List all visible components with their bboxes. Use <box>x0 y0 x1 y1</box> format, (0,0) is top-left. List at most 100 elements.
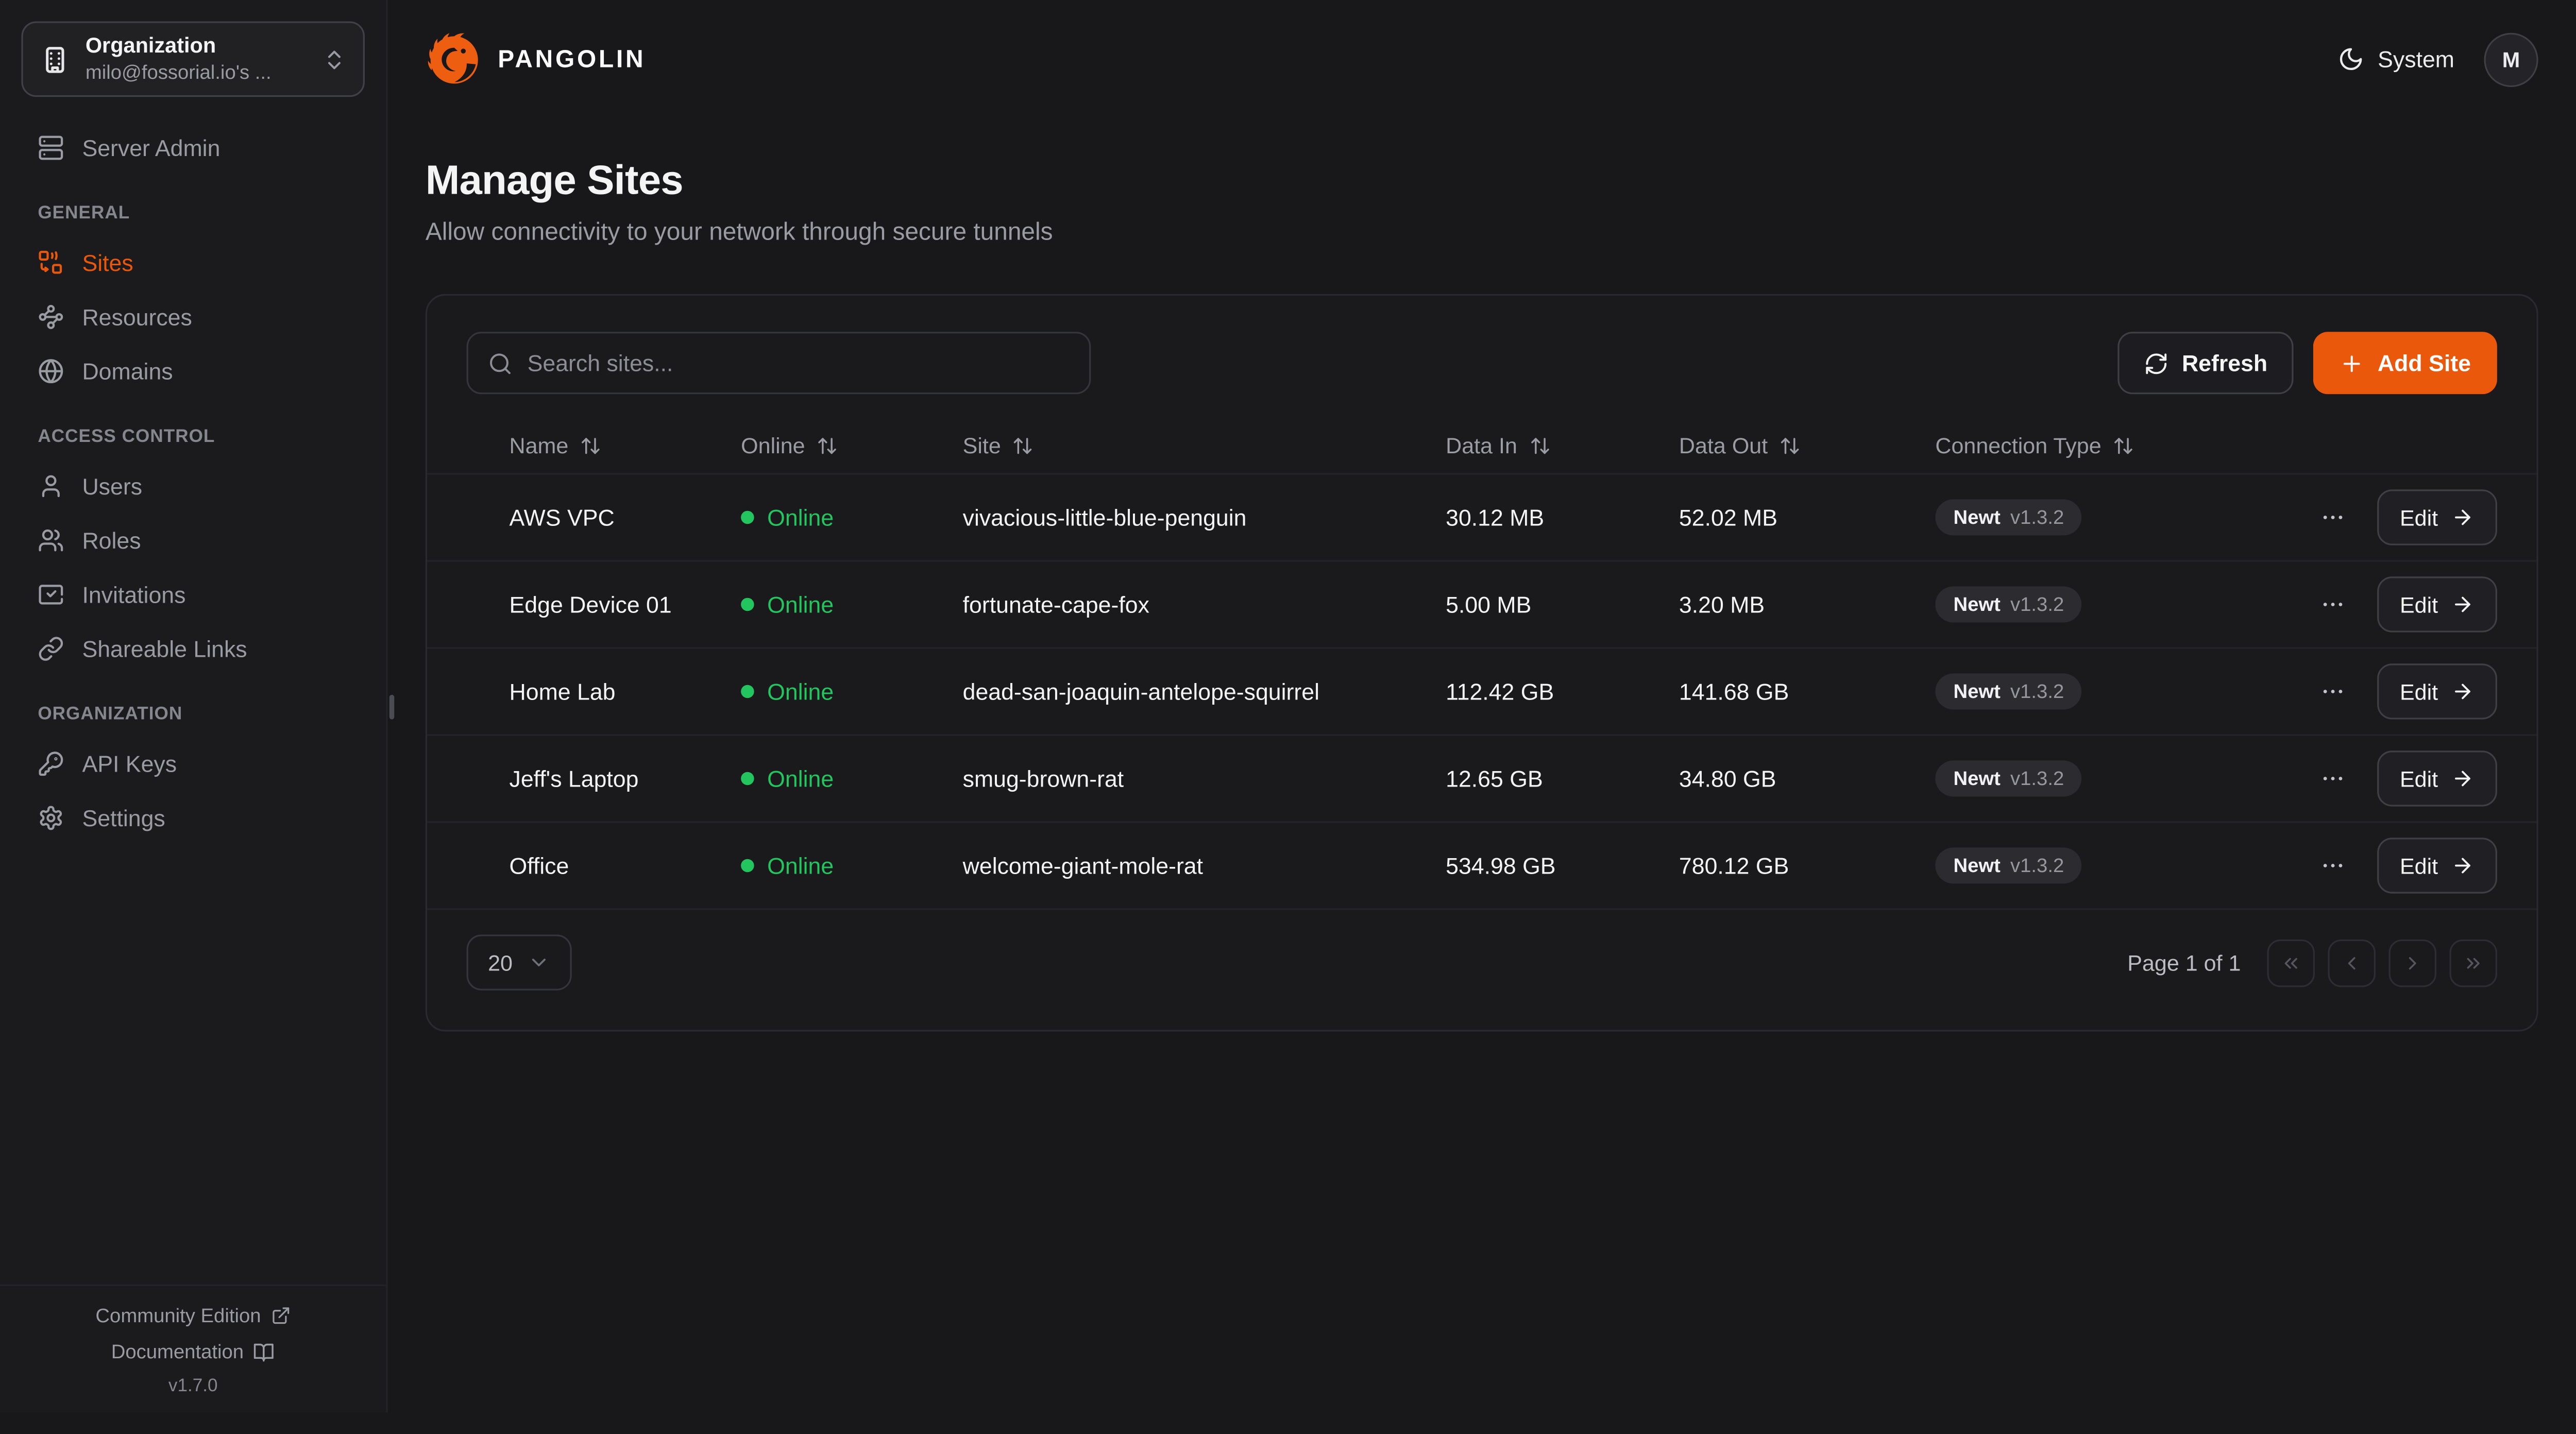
sidebar-item-invitations[interactable]: Invitations <box>21 570 364 618</box>
combine-icon <box>38 249 64 275</box>
arrow-right-icon <box>2451 593 2475 616</box>
edit-button[interactable]: Edit <box>2377 838 2497 894</box>
search-icon <box>488 351 513 375</box>
page-title: Manage Sites <box>425 158 684 204</box>
pangolin-logo-icon <box>426 30 483 88</box>
site-name: Office <box>509 852 569 879</box>
brand-name: PANGOLIN <box>498 45 646 73</box>
status-badge: Online <box>741 504 962 531</box>
refresh-icon <box>2144 351 2169 375</box>
globe-icon <box>38 357 64 384</box>
table-row: Edge Device 01 Online fortunate-cape-fox… <box>427 562 2537 649</box>
online-dot-icon <box>741 598 754 611</box>
link-icon <box>38 635 64 661</box>
site-name: Jeff's Laptop <box>509 765 639 792</box>
page-subtitle: Allow connectivity to your network throu… <box>425 218 1053 247</box>
next-page-button[interactable] <box>2388 938 2436 986</box>
sidebar-item-sites[interactable]: Sites <box>21 238 364 285</box>
sites-card: Refresh Add Site Name Online <box>425 294 2538 1032</box>
arrow-right-icon <box>2451 854 2475 877</box>
org-switcher-value: milo@fossorial.io's ... <box>85 60 272 83</box>
online-dot-icon <box>741 772 754 786</box>
status-badge: Online <box>741 591 962 618</box>
sort-icon <box>580 435 601 456</box>
waypoints-icon <box>38 303 64 329</box>
card-toolbar: Refresh Add Site <box>466 332 2497 395</box>
sidebar-item-users[interactable]: Users <box>21 462 364 509</box>
table-row: Home Lab Online dead-san-joaquin-antelop… <box>427 649 2537 736</box>
documentation-link[interactable]: Documentation <box>16 1340 370 1363</box>
sidebar-item-label: Sites <box>82 249 133 276</box>
brand-logo[interactable]: PANGOLIN <box>426 30 646 88</box>
sidebar-item-label: Settings <box>82 804 165 830</box>
edit-button[interactable]: Edit <box>2377 576 2497 633</box>
connection-type-badge: Newt v1.3.2 <box>1935 499 2082 536</box>
search-input[interactable] <box>527 350 1070 377</box>
user-icon <box>38 472 64 499</box>
sidebar-item-domains[interactable]: Domains <box>21 347 364 394</box>
sidebar-item-label: Server Admin <box>82 133 221 160</box>
row-menu-button[interactable] <box>2313 498 2352 537</box>
site-name: Home Lab <box>509 678 616 705</box>
data-in: 30.12 MB <box>1446 504 1545 531</box>
edit-button[interactable]: Edit <box>2377 750 2497 807</box>
sort-icon <box>2113 435 2134 456</box>
site-slug: vivacious-little-blue-penguin <box>962 504 1247 531</box>
connection-type-badge: Newt v1.3.2 <box>1935 586 2082 623</box>
column-header-name[interactable]: Name <box>467 434 741 458</box>
column-header-connection-type[interactable]: Connection Type <box>1935 434 2334 458</box>
avatar[interactable]: M <box>2484 32 2538 87</box>
data-out: 3.20 MB <box>1679 591 1765 618</box>
sidebar-nav: Server Admin GENERAL Sites Resources Dom <box>21 123 364 1284</box>
refresh-button[interactable]: Refresh <box>2117 332 2294 395</box>
row-menu-button[interactable] <box>2313 759 2352 798</box>
building-icon <box>40 44 71 75</box>
edit-button[interactable]: Edit <box>2377 663 2497 720</box>
sidebar-item-label: Resources <box>82 303 192 330</box>
arrow-right-icon <box>2451 680 2475 703</box>
sidebar-resize-handle[interactable] <box>389 694 395 720</box>
status-badge: Online <box>741 678 962 705</box>
sort-icon <box>817 435 838 456</box>
first-page-button[interactable] <box>2267 938 2315 986</box>
data-out: 52.02 MB <box>1679 504 1778 531</box>
sidebar-item-server-admin[interactable]: Server Admin <box>21 123 364 170</box>
connection-type-badge: Newt v1.3.2 <box>1935 847 2082 884</box>
chevrons-up-down-icon <box>322 47 347 72</box>
table-row: AWS VPC Online vivacious-little-blue-pen… <box>427 475 2537 562</box>
org-switcher[interactable]: Organization milo@fossorial.io's ... <box>21 21 365 97</box>
community-edition-link[interactable]: Community Edition <box>16 1304 370 1327</box>
column-header-online[interactable]: Online <box>741 434 962 458</box>
sort-icon <box>1529 435 1550 456</box>
main-content: PANGOLIN System M Manage Sites Allow con… <box>388 0 2576 1412</box>
sidebar-item-roles[interactable]: Roles <box>21 516 364 563</box>
section-label-organization: ORGANIZATION <box>38 704 183 725</box>
edit-button[interactable]: Edit <box>2377 489 2497 545</box>
table-row: Jeff's Laptop Online smug-brown-rat 12.6… <box>427 736 2537 823</box>
page-size-select[interactable]: 20 <box>466 934 572 991</box>
row-menu-button[interactable] <box>2313 585 2352 624</box>
row-menu-button[interactable] <box>2313 846 2352 885</box>
previous-page-button[interactable] <box>2328 938 2376 986</box>
sidebar-item-label: Invitations <box>82 581 186 607</box>
key-icon <box>38 750 64 776</box>
row-menu-button[interactable] <box>2313 672 2352 711</box>
arrow-right-icon <box>2451 506 2475 529</box>
data-out: 780.12 GB <box>1679 852 1789 879</box>
sidebar-item-resources[interactable]: Resources <box>21 293 364 340</box>
sidebar-item-label: Users <box>82 472 143 499</box>
last-page-button[interactable] <box>2449 938 2497 986</box>
sidebar-item-shareable-links[interactable]: Shareable Links <box>21 624 364 672</box>
data-in: 112.42 GB <box>1446 678 1554 705</box>
sidebar-item-label: Shareable Links <box>82 635 247 661</box>
column-header-data-in[interactable]: Data In <box>1446 434 1679 458</box>
sidebar-item-api-keys[interactable]: API Keys <box>21 739 364 787</box>
column-header-site[interactable]: Site <box>963 434 1446 458</box>
connection-type-badge: Newt v1.3.2 <box>1935 673 2082 710</box>
theme-toggle[interactable]: System <box>2338 46 2454 72</box>
column-header-data-out[interactable]: Data Out <box>1679 434 1935 458</box>
sidebar-item-settings[interactable]: Settings <box>21 793 364 841</box>
site-slug: welcome-giant-mole-rat <box>962 852 1204 879</box>
add-site-button[interactable]: Add Site <box>2313 332 2497 395</box>
